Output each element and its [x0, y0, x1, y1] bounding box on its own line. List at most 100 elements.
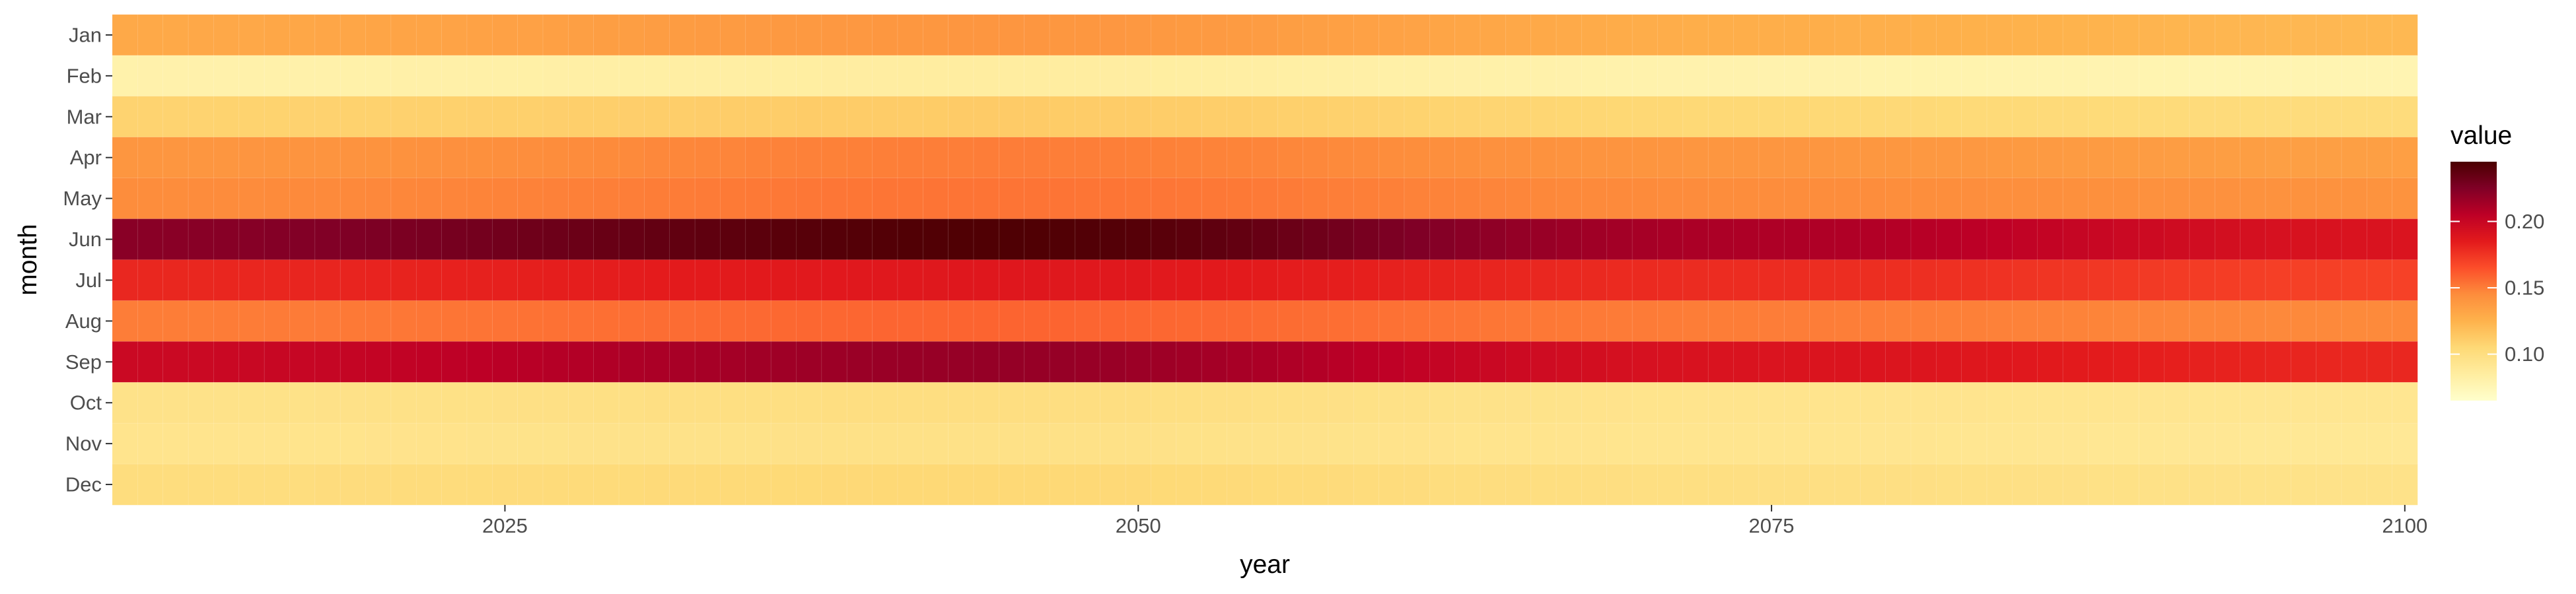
- heatmap-cell: [162, 137, 189, 179]
- heatmap-cell: [1201, 422, 1228, 465]
- heatmap-cell: [1910, 218, 1937, 261]
- heatmap-cell: [238, 341, 265, 383]
- heatmap-cell: [2088, 96, 2114, 138]
- heatmap-cell: [1480, 96, 1506, 138]
- heatmap-cell: [2189, 341, 2215, 383]
- heatmap-cell: [1252, 463, 1278, 506]
- heatmap-cell: [1201, 341, 1228, 383]
- heatmap-cell: [1378, 300, 1405, 342]
- heatmap-cell: [2316, 300, 2342, 342]
- heatmap-cell: [2189, 463, 2215, 506]
- heatmap-cell: [720, 137, 746, 179]
- heatmap-cell: [289, 381, 316, 424]
- heatmap-cell: [542, 300, 569, 342]
- heatmap-cell: [365, 218, 392, 261]
- heatmap-cell: [2392, 341, 2418, 383]
- heatmap-cell: [390, 14, 417, 56]
- heatmap-cell: [2138, 96, 2165, 138]
- heatmap-cell: [1834, 341, 1861, 383]
- heatmap-cell: [846, 178, 873, 220]
- heatmap-cell: [162, 178, 189, 220]
- heatmap-cell: [1125, 55, 1152, 97]
- heatmap-cell: [1657, 300, 1684, 342]
- heatmap-cell: [796, 14, 822, 56]
- heatmap-cell: [2392, 137, 2418, 179]
- heatmap-cell: [1328, 14, 1354, 56]
- heatmap-cell: [1505, 300, 1532, 342]
- heatmap-cell: [2113, 55, 2139, 97]
- heatmap-cell: [213, 300, 240, 342]
- heatmap-cell: [796, 55, 822, 97]
- heatmap-cell: [1682, 341, 1709, 383]
- heatmap-cell: [1328, 463, 1354, 506]
- heatmap-cell: [340, 55, 367, 97]
- heatmap-cell: [491, 381, 519, 424]
- heatmap-cell: [2214, 422, 2241, 465]
- heatmap-cell: [568, 218, 594, 261]
- heatmap-cell: [2088, 422, 2114, 465]
- heatmap-cell: [1404, 14, 1430, 56]
- heatmap-cell: [289, 178, 316, 220]
- heatmap-cell: [1682, 178, 1709, 220]
- heatmap-cell: [644, 300, 670, 342]
- heatmap-cell: [669, 422, 696, 465]
- heatmap-cell: [2164, 137, 2190, 179]
- heatmap-cell: [542, 463, 569, 506]
- heatmap-cell: [1581, 96, 1608, 138]
- heatmap-cell: [1100, 463, 1126, 506]
- heatmap-cell: [872, 259, 898, 302]
- y-axis-title: month: [14, 224, 42, 295]
- heatmap-cell: [770, 55, 797, 97]
- heatmap-cell: [2189, 259, 2215, 302]
- heatmap-cell: [2240, 341, 2266, 383]
- heatmap-cell: [1404, 463, 1430, 506]
- heatmap-cell: [1151, 381, 1177, 424]
- heatmap-cell: [213, 259, 240, 302]
- heatmap-cell: [390, 218, 417, 261]
- heatmap-cell: [415, 300, 443, 342]
- heatmap-cell: [618, 381, 645, 424]
- heatmap-cell: [162, 422, 189, 465]
- heatmap-cell: [264, 218, 291, 261]
- heatmap-cell: [1303, 300, 1329, 342]
- heatmap-cell: [340, 137, 367, 179]
- heatmap-cell: [1353, 422, 1380, 465]
- heatmap-cell: [365, 96, 392, 138]
- heatmap-cell: [618, 259, 645, 302]
- heatmap-cell: [1707, 55, 1735, 97]
- heatmap-cell: [1758, 55, 1785, 97]
- heatmap-cell: [441, 178, 468, 220]
- heatmap-cell: [973, 178, 999, 220]
- heatmap-cell: [720, 178, 746, 220]
- heatmap-cell: [491, 178, 519, 220]
- heatmap-cell: [162, 463, 189, 506]
- heatmap-cell: [340, 341, 367, 383]
- heatmap-cell: [1910, 96, 1937, 138]
- heatmap-cell: [897, 96, 923, 138]
- heatmap-cell: [2037, 381, 2063, 424]
- heatmap-cell: [2062, 341, 2089, 383]
- x-axis-title: year: [1240, 550, 1290, 579]
- heatmap-cell: [770, 137, 797, 179]
- heatmap-cell: [1682, 55, 1709, 97]
- heatmap-cell: [162, 300, 189, 342]
- heatmap-cell: [188, 218, 215, 261]
- heatmap-cell: [720, 55, 746, 97]
- heatmap-cell: [2012, 300, 2038, 342]
- heatmap-cell: [112, 55, 138, 97]
- heatmap-cell: [2265, 463, 2291, 506]
- heatmap-cell: [1530, 381, 1557, 424]
- heatmap-cell: [390, 259, 417, 302]
- heatmap-cell: [1024, 300, 1050, 342]
- heatmap-cell: [1556, 96, 1582, 138]
- heatmap-cell: [2113, 137, 2139, 179]
- heatmap-cell: [542, 341, 569, 383]
- heatmap-cell: [1075, 300, 1101, 342]
- heatmap-cell: [770, 300, 797, 342]
- heatmap-cell: [1834, 14, 1861, 56]
- heatmap-cell: [2290, 259, 2317, 302]
- heatmap-cell: [415, 137, 443, 179]
- heatmap-cell: [1606, 96, 1633, 138]
- heatmap-cell: [1100, 137, 1126, 179]
- heatmap-cell: [1075, 341, 1101, 383]
